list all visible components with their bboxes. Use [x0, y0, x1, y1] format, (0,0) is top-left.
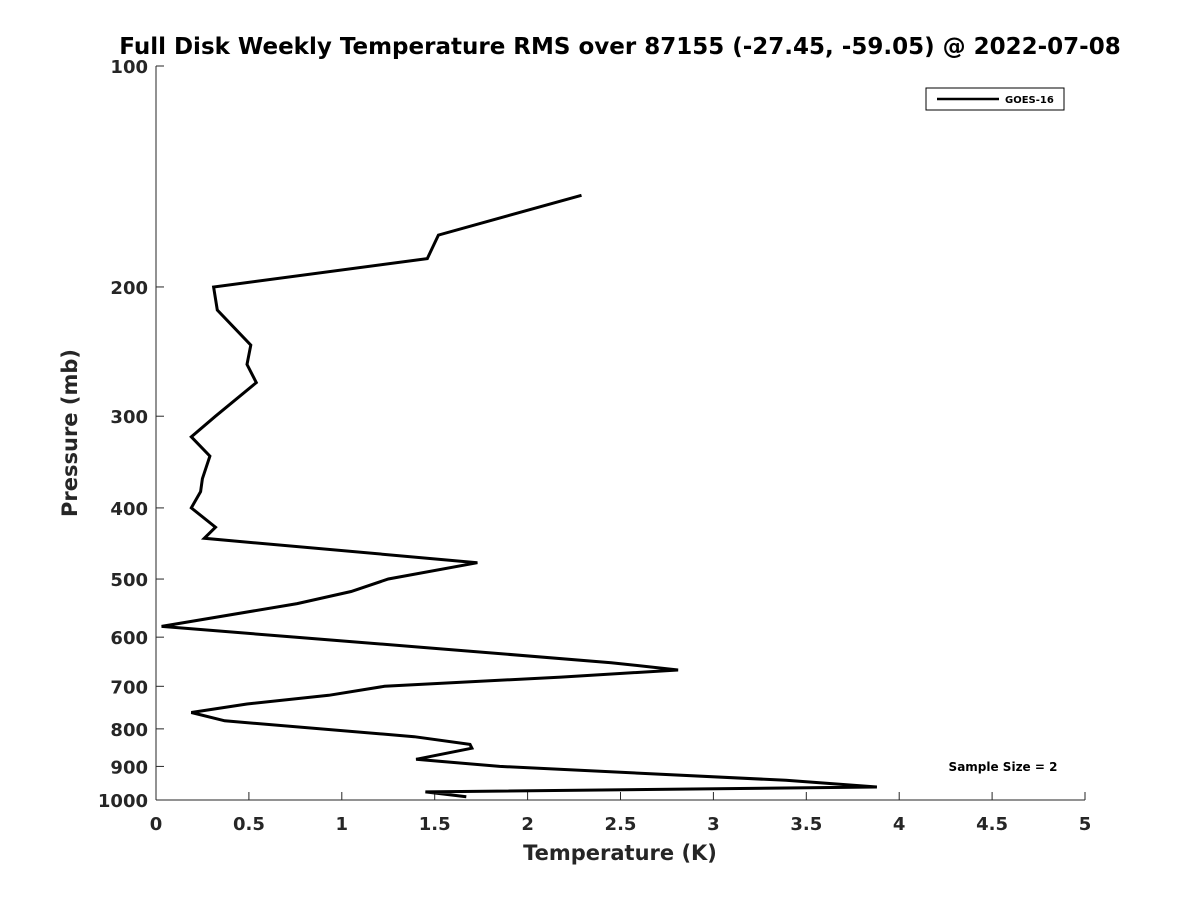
plot-area: 0 0.5 1 1.5 2 2.5 3 3.5 4 4.5 5 100 200 300 400 500 600 7… [98, 57, 1091, 835]
legend: GOES-16 [925, 87, 1065, 111]
x-tick-label: 1.5 [419, 814, 451, 835]
y-tick-label: 800 [110, 720, 148, 741]
y-tick-label: 1000 [98, 791, 148, 812]
x-tick-label: 2.5 [605, 814, 637, 835]
series-line-goes-16 [161, 193, 878, 799]
sample-size-annotation: Sample Size = 2 [949, 760, 1058, 774]
x-tick-label: 3.5 [790, 814, 822, 835]
x-tick-label: 4.5 [976, 814, 1008, 835]
y-tick-label: 200 [110, 278, 148, 299]
x-axis-label: Temperature (K) [523, 841, 717, 865]
y-tick-label: 700 [110, 677, 148, 698]
y-axis-label: Pressure (mb) [58, 349, 82, 517]
x-tick-label: 0 [150, 814, 163, 835]
y-tick-label: 900 [110, 757, 148, 778]
y-tick-label: 400 [110, 499, 148, 520]
x-tick-label: 5 [1079, 814, 1092, 835]
x-tick-label: 3 [707, 814, 720, 835]
x-tick-label: 0.5 [233, 814, 265, 835]
y-tick-label: 100 [110, 57, 148, 78]
x-tick-label: 4 [893, 814, 906, 835]
y-tick-label: 500 [110, 570, 148, 591]
x-tick-label: 2 [521, 814, 534, 835]
legend-label-goes-16: GOES-16 [1005, 95, 1054, 106]
y-tick-label: 300 [110, 407, 148, 428]
chart-title: Full Disk Weekly Temperature RMS over 87… [119, 34, 1121, 60]
y-tick-label: 600 [110, 628, 148, 649]
x-tick-label: 1 [336, 814, 349, 835]
